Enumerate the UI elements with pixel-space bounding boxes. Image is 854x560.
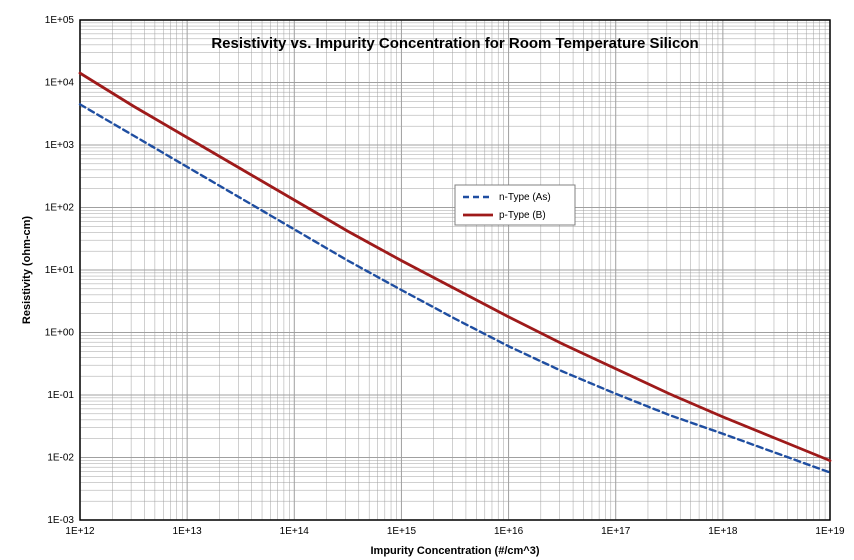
x-tick-label: 1E+13 bbox=[173, 526, 203, 537]
y-tick-label: 1E+03 bbox=[45, 140, 75, 151]
x-tick-label: 1E+19 bbox=[815, 526, 845, 537]
chart-title: Resistivity vs. Impurity Concentration f… bbox=[211, 35, 698, 52]
y-tick-label: 1E+01 bbox=[45, 265, 75, 276]
y-axis-label: Resistivity (ohm-cm) bbox=[21, 216, 33, 325]
x-axis-label: Impurity Concentration (#/cm^3) bbox=[370, 545, 539, 557]
y-tick-label: 1E+02 bbox=[45, 203, 75, 214]
y-tick-label: 1E-03 bbox=[47, 515, 74, 526]
x-tick-label: 1E+12 bbox=[65, 526, 95, 537]
y-tick-label: 1E-01 bbox=[47, 390, 74, 401]
y-tick-label: 1E-02 bbox=[47, 453, 74, 464]
x-tick-label: 1E+17 bbox=[601, 526, 631, 537]
x-tick-label: 1E+16 bbox=[494, 526, 524, 537]
x-tick-label: 1E+14 bbox=[280, 526, 310, 537]
y-tick-label: 1E+05 bbox=[45, 15, 75, 26]
y-tick-label: 1E+00 bbox=[45, 328, 75, 339]
legend-label: p-Type (B) bbox=[499, 210, 546, 221]
chart-container: 1E+12 1E+13 1E+14 1E+15 1E+16 1E+17 1E+18 1E+19… bbox=[0, 0, 854, 560]
chart-svg: 1E+12 1E+13 1E+14 1E+15 1E+16 1E+17 1E+18 1E+19… bbox=[0, 0, 854, 560]
y-tick-label: 1E+04 bbox=[45, 78, 75, 89]
legend-label: n-Type (As) bbox=[499, 192, 551, 203]
x-tick-label: 1E+18 bbox=[708, 526, 738, 537]
x-tick-label: 1E+15 bbox=[387, 526, 417, 537]
